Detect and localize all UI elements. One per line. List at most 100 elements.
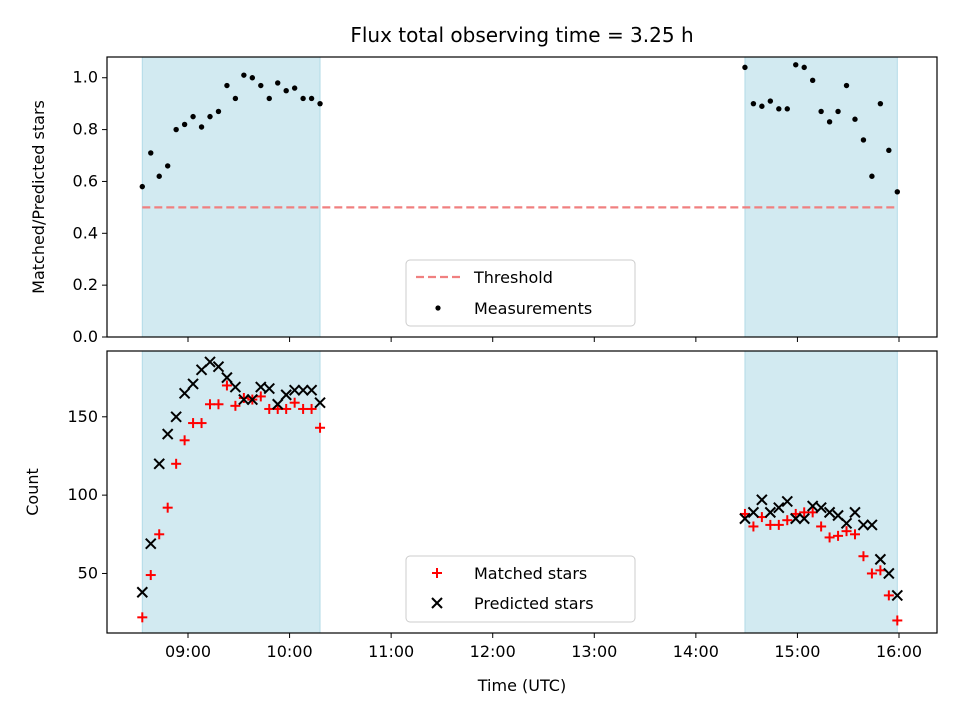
measurement-point [249, 75, 256, 81]
x-tick-label: 11:00 [368, 642, 414, 661]
measurement-point [793, 62, 799, 68]
measurement-point [156, 173, 162, 179]
matched-star-point [799, 507, 810, 518]
measurement-point [869, 173, 875, 179]
x-axis-label: Time (UTC) [477, 676, 566, 695]
top-y-axis: 0.0 0.2 0.4 0.6 0.8 1.0 [73, 68, 107, 346]
predicted-star-point [187, 378, 199, 390]
matched-star-point [765, 519, 776, 530]
legend-matched-label: Matched stars [474, 564, 587, 583]
measurement-point [207, 113, 213, 120]
measurement-point [852, 116, 858, 122]
measurement-point [742, 64, 748, 71]
x-tick-label: 12:00 [470, 642, 516, 661]
x-tick-label: 14:00 [673, 642, 719, 661]
bottom-y-axis-label: Count [23, 468, 42, 516]
measurement-point [266, 95, 272, 102]
predicted-star-point [883, 567, 895, 580]
x-tick-label: 15:00 [774, 642, 820, 661]
chart-title: Flux total observing time = 3.25 h [350, 23, 693, 47]
matched-star-point [306, 403, 317, 414]
predicted-star-point [136, 586, 148, 598]
top-panel: 0.0 0.2 0.4 0.6 0.8 1.0 Matched/Predicted sta… [29, 56, 938, 346]
measurement-point [198, 124, 205, 130]
matched-star-point [171, 458, 182, 469]
measurement-point [835, 108, 841, 115]
matched-star-point [205, 399, 216, 410]
bottom-x-axis: 09:00 10:00 11:00 12:00 13:00 14:00 15:00 16:00 [165, 633, 922, 661]
top-y-tick-label: 0.8 [73, 120, 98, 139]
measurement-point [759, 103, 765, 109]
measurement-point [809, 77, 816, 84]
shaded-span [744, 350, 898, 634]
top-y-tick-label: 0.2 [73, 275, 98, 294]
predicted-star-point [153, 458, 165, 470]
matched-star-point [238, 393, 249, 403]
top-legend-box [405, 259, 636, 327]
matched-star-point [213, 399, 224, 410]
predicted-star-point [840, 517, 853, 530]
matched-star-point [892, 615, 903, 626]
bottom-y-axis: 50 100 150 [67, 407, 107, 582]
x-tick-label: 16:00 [876, 642, 922, 661]
measurement-point [750, 100, 757, 107]
top-y-tick-label: 0.0 [73, 327, 98, 346]
predicted-star-point [874, 553, 887, 566]
matched-star-point [162, 502, 173, 513]
predicted-star-point [798, 512, 810, 525]
matched-star-point [188, 418, 199, 429]
predicted-star-point [756, 494, 768, 506]
predicted-star-point [823, 506, 836, 519]
matched-star-point [841, 526, 852, 537]
predicted-star-point [170, 411, 182, 423]
x-tick-label: 10:00 [267, 642, 313, 661]
predicted-star-point [229, 381, 242, 393]
matched-star-point [154, 529, 165, 540]
matched-star-point [782, 515, 793, 526]
top-y-tick-label: 0.6 [73, 171, 98, 190]
measurement-point [894, 189, 901, 195]
predicted-star-point [272, 398, 284, 410]
measurement-point [776, 106, 782, 112]
predicted-star-point [238, 393, 250, 406]
measurement-point [148, 150, 154, 156]
matched-star-point [824, 532, 835, 543]
matched-star-point [298, 403, 309, 414]
predicted-star-point [255, 381, 267, 393]
predicted-star-point [815, 501, 827, 514]
matched-star-point [315, 422, 326, 433]
legend-predicted-swatch [431, 597, 443, 609]
bottom-y-tick-label: 50 [78, 563, 98, 582]
bottom-panel: 50 100 150 09:00 10:00 11:00 12:00 13:00 14:00 1… [23, 350, 938, 695]
measurement-point [283, 88, 289, 94]
matched-star-point [849, 529, 860, 540]
predicted-star-point [288, 384, 301, 396]
matched-star-point [833, 530, 844, 541]
measurement-point [224, 82, 230, 89]
top-y-tick-label: 0.4 [73, 223, 98, 242]
measurement-point [767, 98, 774, 104]
measurement-point [232, 95, 239, 102]
matched-star-point [289, 397, 300, 408]
measurement-point [843, 82, 850, 89]
top-axes-frame [106, 56, 938, 338]
predicted-star-point [212, 360, 225, 373]
bottom-y-tick-label: 150 [67, 407, 98, 426]
x-tick-label: 13:00 [571, 642, 617, 661]
legend-threshold-label: Threshold [473, 268, 553, 287]
legend-measurements-label: Measurements [474, 299, 592, 318]
predicted-star-point [305, 384, 318, 396]
legend-measurements-swatch [435, 305, 441, 311]
legend-matched-swatch [432, 568, 442, 578]
measurement-point [181, 121, 188, 128]
predicted-star-point [280, 389, 292, 401]
top-shaded-spans [141, 56, 898, 338]
measurement-point [173, 126, 179, 133]
measurement-point [258, 82, 264, 89]
top-legend: Threshold Measurements [405, 259, 636, 327]
matched-star-point [883, 590, 894, 601]
measurement-point [877, 100, 884, 107]
measurement-point [308, 95, 315, 102]
matched-star-point [858, 551, 869, 562]
